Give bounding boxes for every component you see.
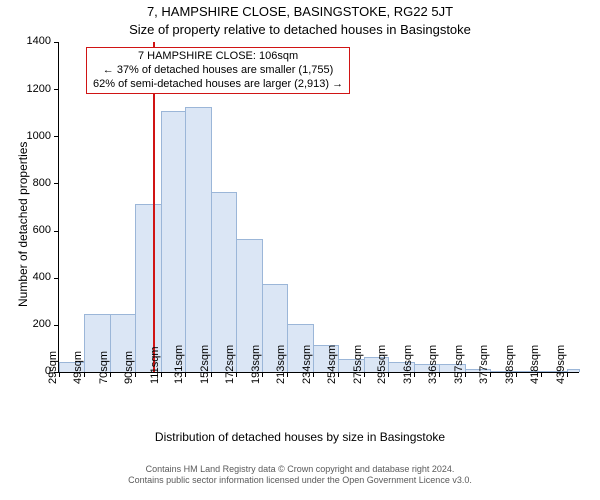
x-tick-label: 418sqm [529,345,541,384]
x-tick-label: 111sqm [149,346,161,384]
footer-line-2: Contains public sector information licen… [0,475,600,486]
footer-line-1: Contains HM Land Registry data © Crown c… [0,464,600,475]
title-address: 7, HAMPSHIRE CLOSE, BASINGSTOKE, RG22 5J… [0,4,600,19]
figure: 7, HAMPSHIRE CLOSE, BASINGSTOKE, RG22 5J… [0,0,600,500]
annotation-line-2: ← 37% of detached houses are smaller (1,… [93,64,343,78]
y-tick-label: 200 [33,318,51,330]
x-tick-label: 193sqm [250,345,262,384]
x-axis-label: Distribution of detached houses by size … [0,430,600,444]
title-subtitle: Size of property relative to detached ho… [0,22,600,37]
x-tick-label: 316sqm [402,345,414,384]
histogram-bar [185,107,212,372]
x-tick-label: 357sqm [453,345,465,384]
x-tick-label: 213sqm [275,345,287,384]
x-tick-label: 90sqm [123,351,135,384]
x-tick-label: 336sqm [427,345,439,384]
x-tick-label: 49sqm [72,351,84,384]
histogram-bar [567,369,580,372]
y-tick-label: 1200 [27,83,51,95]
y-axis-label: Number of detached properties [16,142,30,307]
y-tick-label: 400 [33,271,51,283]
y-tick-label: 600 [33,224,51,236]
annotation-line-3: 62% of semi-detached houses are larger (… [93,78,343,92]
x-tick-label: 295sqm [376,345,388,384]
x-tick-label: 172sqm [224,345,236,384]
y-tick-label: 1000 [27,130,51,142]
x-tick-label: 70sqm [98,351,110,384]
footer: Contains HM Land Registry data © Crown c… [0,464,600,486]
y-tick-label: 800 [33,177,51,189]
y-tick-label: 1400 [27,35,51,47]
x-tick-label: 152sqm [199,345,211,384]
x-tick-label: 398sqm [504,345,516,384]
annotation-box: 7 HAMPSHIRE CLOSE: 106sqm ← 37% of detac… [86,47,350,94]
x-tick-label: 131sqm [173,345,185,384]
x-tick-label: 275sqm [352,345,364,384]
x-tick-label: 234sqm [301,345,313,384]
x-tick-label: 29sqm [47,351,59,384]
histogram-bar [161,111,187,372]
x-tick-label: 254sqm [326,345,338,384]
x-tick-label: 377sqm [478,345,490,384]
annotation-line-1: 7 HAMPSHIRE CLOSE: 106sqm [93,50,343,64]
x-tick-label: 439sqm [555,345,567,384]
